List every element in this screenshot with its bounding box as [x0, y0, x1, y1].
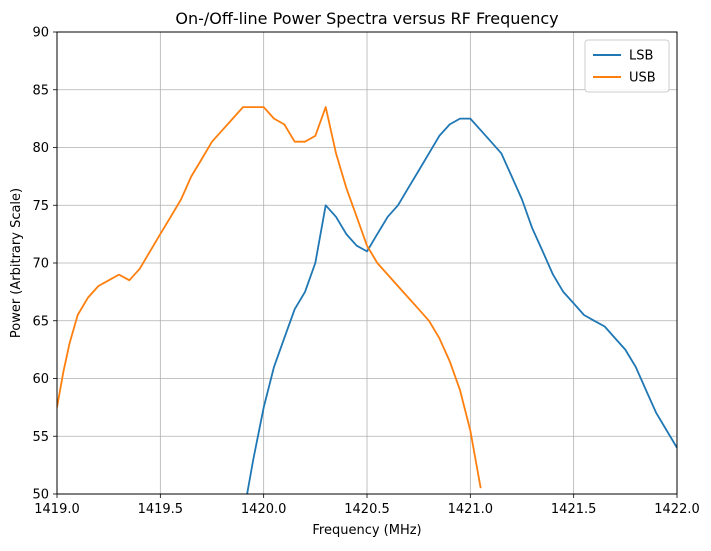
y-tick-label: 75 [32, 199, 49, 214]
legend: LSB USB [584, 39, 670, 93]
y-tick-label: 60 [32, 372, 49, 387]
series-line-lsb [246, 117, 677, 494]
y-tick-label: 80 [32, 141, 49, 156]
y-tick-label: 85 [32, 83, 49, 98]
plot-area [57, 106, 677, 494]
y-axis: 50 55 60 65 70 75 80 85 90 [32, 26, 57, 503]
y-tick-label: 90 [32, 26, 49, 41]
legend-label: LSB [629, 49, 653, 64]
legend-box [584, 39, 670, 93]
x-tick-label: 1421.5 [551, 502, 597, 517]
x-tick-label: 1420.0 [241, 502, 287, 517]
y-tick-label: 65 [32, 314, 49, 329]
x-tick-label: 1420.5 [344, 502, 390, 517]
x-axis: 1419.0 1419.5 1420.0 1420.5 1421.0 1421.5 1422… [34, 494, 700, 517]
x-tick-label: 1422.0 [654, 502, 700, 517]
series-line-usb [57, 106, 482, 489]
x-tick-label: 1419.5 [138, 502, 184, 517]
y-tick-label: 55 [32, 430, 49, 445]
y-tick-label: 50 [32, 488, 49, 503]
chart-title: On-/Off-line Power Spectra versus RF Fre… [175, 9, 558, 28]
y-tick-label: 70 [32, 257, 49, 272]
y-axis-label: Power (Arbitrary Scale) [9, 188, 24, 338]
x-tick-label: 1421.0 [448, 502, 494, 517]
legend-label: USB [629, 71, 656, 86]
x-axis-label: Frequency (MHz) [312, 523, 421, 538]
x-tick-label: 1419.0 [34, 502, 80, 517]
